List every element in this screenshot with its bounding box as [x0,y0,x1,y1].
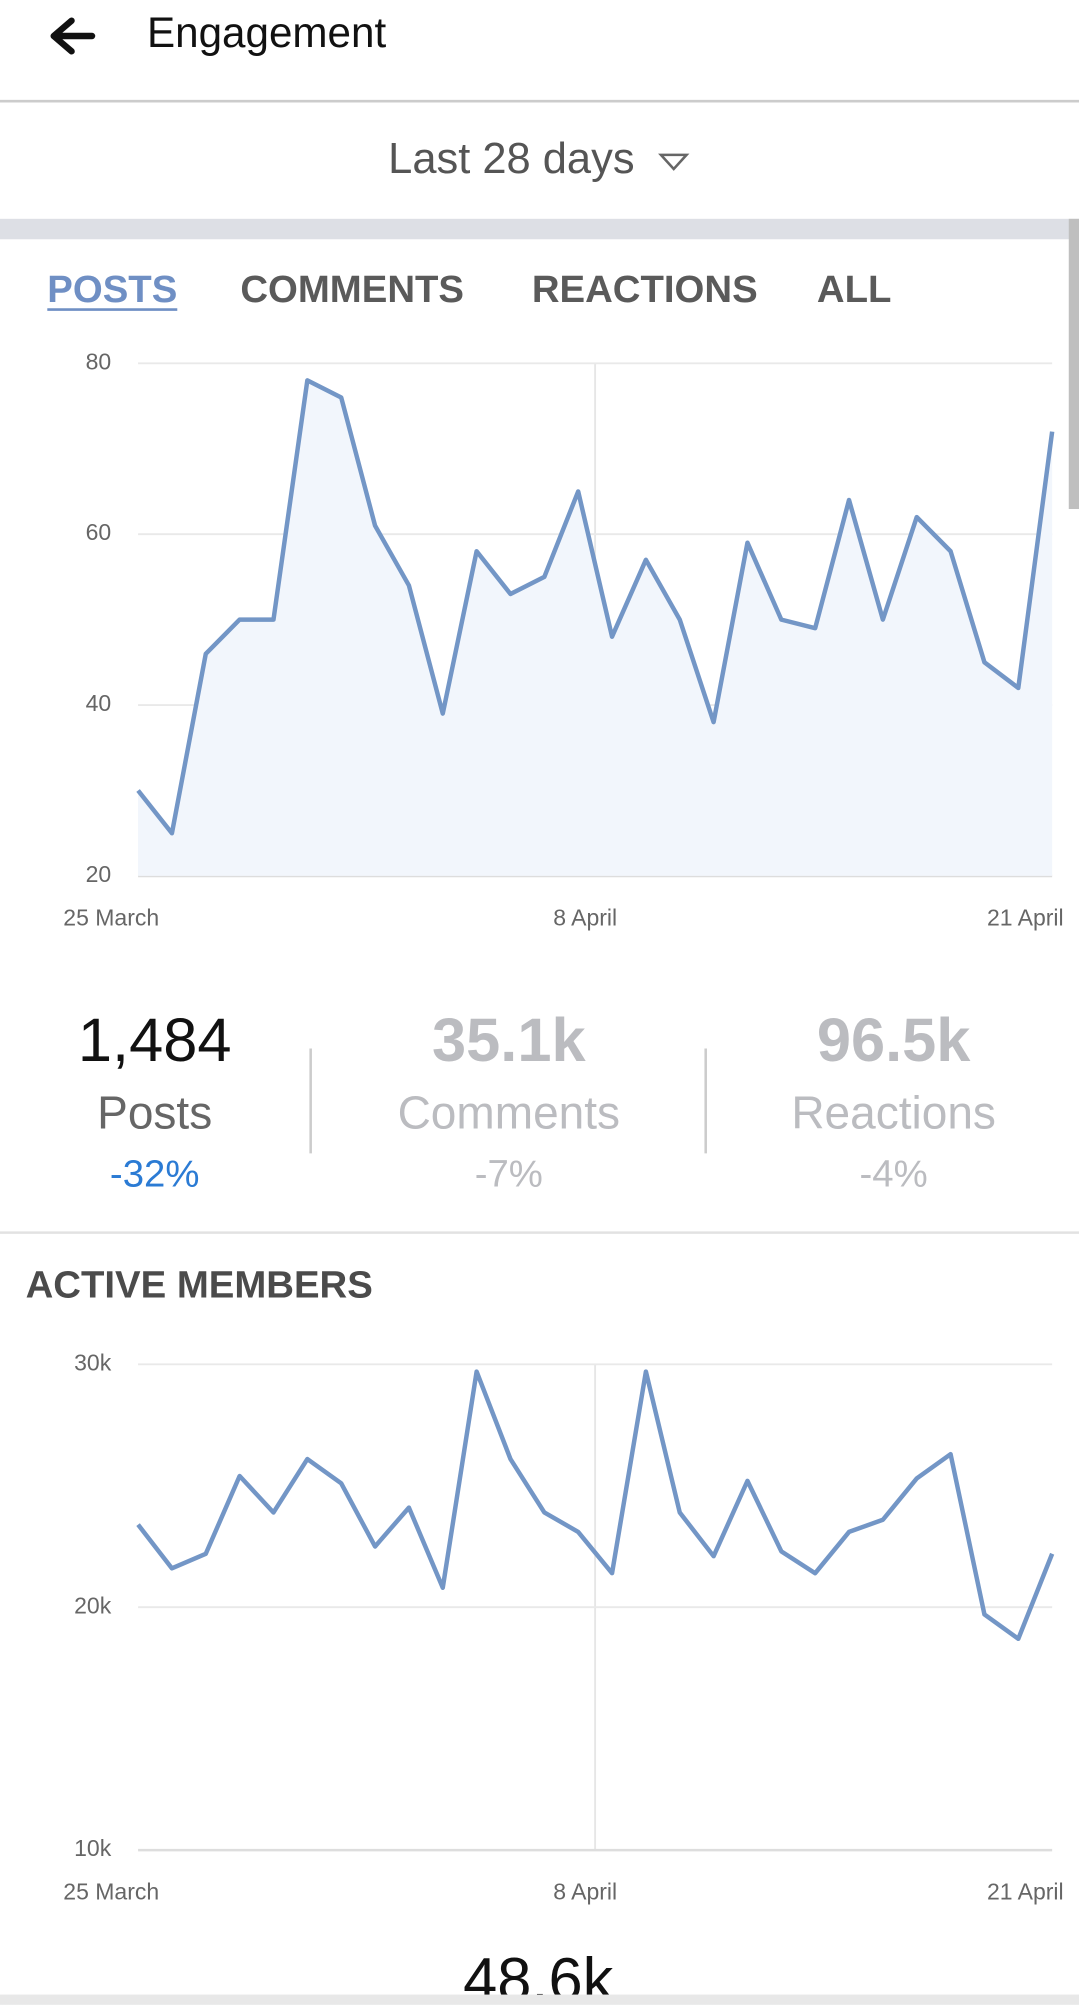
x-tick-label: 25 March [63,904,159,930]
tab[interactable]: REACTIONS [532,268,758,311]
y-tick-label: 60 [86,519,112,545]
line [136,1369,1055,1642]
y-tick-label: 10k [74,1835,112,1861]
stat-label: Reactions [791,1086,996,1138]
scrollbar [1068,218,1079,510]
tab[interactable]: COMMENTS [240,268,464,311]
y-tick-label: 30k [74,1349,112,1375]
dropdown-icon[interactable] [658,153,690,171]
bottom-band [0,1994,1079,2005]
stat-value: 96.5k [817,1006,971,1075]
page-title: Engagement [147,9,386,56]
stat-change: -4% [860,1152,928,1195]
y-tick-label: 20 [86,861,112,887]
stat-label: Comments [398,1086,620,1138]
date-range[interactable]: Last 28 days [388,135,634,183]
tab[interactable]: POSTS [47,268,177,311]
x-tick-label: 21 April [987,904,1064,930]
x-tick-label: 8 April [553,1879,617,1905]
section-title: ACTIVE MEMBERS [26,1264,373,1307]
area [138,380,1053,876]
stat-value: 35.1k [432,1006,586,1075]
line [136,378,1055,836]
tab[interactable]: ALL [817,268,892,311]
stat-change: -7% [475,1152,543,1195]
x-tick-label: 25 March [63,1879,159,1905]
y-tick-label: 20k [74,1592,112,1618]
x-tick-label: 21 April [987,1879,1064,1905]
stat-value: 1,484 [78,1006,232,1075]
x-tick-label: 8 April [553,904,617,930]
section-band [0,218,1079,240]
back-arrow[interactable] [50,17,96,55]
stat-label: Posts [97,1086,212,1138]
y-tick-label: 40 [86,690,112,716]
stat-change: -32% [110,1152,200,1195]
y-tick-label: 80 [86,348,112,374]
